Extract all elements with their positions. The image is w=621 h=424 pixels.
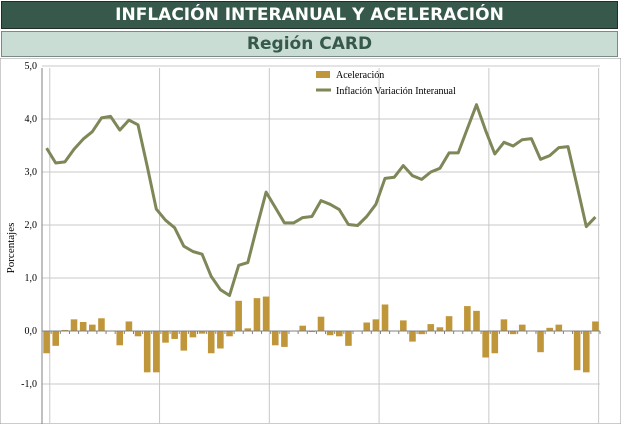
bar-aceleracion [537, 331, 544, 353]
bar-aceleracion [98, 318, 105, 331]
chart-svg: 5,0 4,0 3,0 2,0 1,0 0,0 -1,0 Porcentajes Acele… [0, 58, 621, 424]
legend-swatch-bar [316, 71, 330, 78]
y-tick-label: 0,0 [25, 326, 38, 337]
y-tick-label: -1,0 [21, 379, 37, 390]
bar-aceleracion [573, 331, 581, 371]
bar-aceleracion [582, 331, 590, 373]
line-inflacion-interanual [45, 103, 597, 297]
bar-aceleracion [52, 331, 60, 346]
chart-title: INFLACIÓN INTERANUAL Y ACELERACIÓN [115, 5, 504, 25]
bar-aceleracion [464, 306, 471, 331]
bar-aceleracion [262, 296, 270, 331]
bar-aceleracion [70, 319, 78, 331]
bar-aceleracion [79, 321, 87, 331]
bar-aceleracion [189, 331, 197, 338]
bar-series [43, 296, 599, 373]
bar-aceleracion [372, 319, 380, 331]
bar-aceleracion [308, 331, 316, 333]
bar-aceleracion [43, 331, 50, 354]
bar-aceleracion [162, 331, 169, 343]
legend-label-line: Inflación Variación Interanual [336, 86, 456, 97]
legend-label-bar: Aceleración [336, 70, 384, 81]
bar-aceleracion [271, 331, 279, 346]
bar-aceleracion [592, 321, 599, 331]
bar-aceleracion [207, 331, 215, 354]
chart-title-bar: INFLACIÓN INTERANUAL Y ACELERACIÓN [1, 1, 618, 29]
bar-aceleracion [143, 331, 151, 373]
bar-aceleracion [427, 324, 435, 331]
bar-aceleracion [116, 331, 124, 346]
y-tick-label: 4,0 [25, 114, 38, 125]
bar-aceleracion [125, 321, 133, 331]
y-tick-label: 2,0 [25, 220, 38, 231]
bar-aceleracion [518, 324, 526, 331]
bar-aceleracion [409, 331, 416, 342]
bar-aceleracion [336, 331, 343, 337]
chart-subtitle-bar: Región CARD [1, 31, 618, 57]
bar-aceleracion [509, 331, 517, 335]
bar-aceleracion [235, 300, 242, 331]
y-tick-label: 1,0 [25, 273, 38, 284]
bar-aceleracion [445, 316, 453, 331]
bar-aceleracion [546, 327, 553, 331]
bar-aceleracion [482, 331, 489, 358]
chart-subtitle: Región CARD [246, 34, 373, 54]
bar-aceleracion [153, 331, 160, 373]
bar-aceleracion [180, 331, 188, 351]
y-tick-label: 3,0 [25, 167, 38, 178]
bar-aceleracion [281, 331, 288, 347]
bar-aceleracion [61, 329, 69, 331]
bar-aceleracion [473, 310, 480, 331]
bar-aceleracion [491, 331, 499, 354]
gridlines [42, 65, 600, 424]
bar-aceleracion [436, 327, 444, 331]
legend: Aceleración Inflación Variación Interanu… [316, 70, 456, 97]
bar-aceleracion [500, 319, 508, 331]
bar-aceleracion [317, 316, 325, 331]
bar-aceleracion [418, 331, 425, 335]
chart-frame [0, 58, 621, 424]
bar-aceleracion [89, 324, 96, 331]
bar-aceleracion [217, 331, 224, 349]
bar-aceleracion [198, 331, 206, 334]
bar-aceleracion [226, 331, 233, 337]
bar-aceleracion [555, 324, 563, 331]
bar-aceleracion [363, 322, 371, 331]
bar-aceleracion [326, 331, 334, 336]
bar-aceleracion [381, 304, 389, 331]
bar-aceleracion [400, 320, 407, 331]
bar-aceleracion [299, 325, 306, 331]
bar-aceleracion [253, 298, 261, 331]
axes: 5,0 4,0 3,0 2,0 1,0 0,0 -1,0 [21, 61, 601, 424]
y-tick-label: 5,0 [25, 61, 38, 72]
bar-aceleracion [345, 331, 352, 346]
y-axis-label: Porcentajes [5, 223, 17, 274]
chart-area: 5,0 4,0 3,0 2,0 1,0 0,0 -1,0 Porcentajes Acele… [0, 58, 621, 424]
bar-aceleracion [171, 331, 178, 339]
bar-aceleracion [134, 331, 142, 337]
line-series [45, 103, 597, 297]
bar-aceleracion [244, 328, 252, 331]
